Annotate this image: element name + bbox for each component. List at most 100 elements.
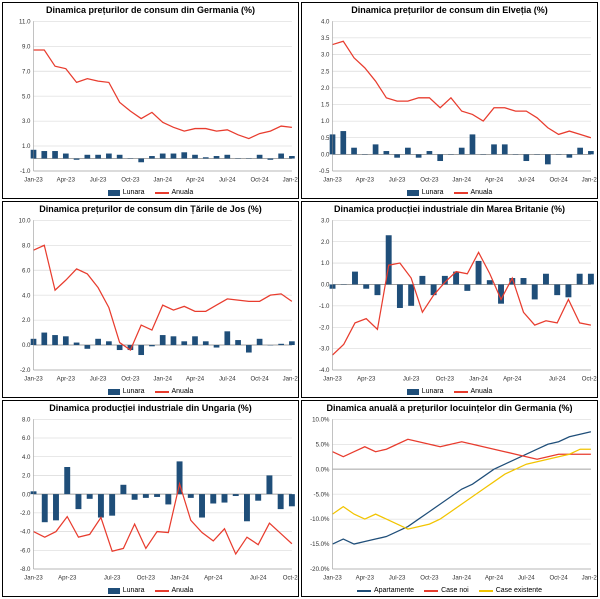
panel-switzerland-cpi: Dinamica prețurilor de consum din Elveți… xyxy=(301,2,598,199)
legend-label: Lunara xyxy=(123,388,145,395)
svg-text:Jan-23: Jan-23 xyxy=(323,574,342,581)
chart-grid: Dinamica prețurilor de consum din German… xyxy=(2,2,598,597)
svg-text:Oct-23: Oct-23 xyxy=(121,375,140,382)
svg-text:0.0: 0.0 xyxy=(22,491,31,498)
legend-item: Lunara xyxy=(108,388,145,395)
svg-text:Oct-23: Oct-23 xyxy=(121,176,140,183)
legend: ApartamenteCase noiCase existente xyxy=(302,586,597,596)
svg-text:Jan-23: Jan-23 xyxy=(24,375,43,382)
svg-text:3.0: 3.0 xyxy=(321,217,330,224)
svg-text:Oct-23: Oct-23 xyxy=(137,574,156,581)
svg-text:-2.0: -2.0 xyxy=(319,324,330,331)
svg-text:-10.0%: -10.0% xyxy=(310,516,330,523)
bar-swatch-icon xyxy=(108,588,120,594)
svg-text:Jul-23: Jul-23 xyxy=(90,375,107,382)
svg-text:7.0: 7.0 xyxy=(22,68,31,75)
legend: Lunara Anuala xyxy=(3,387,298,397)
legend-label: Anuala xyxy=(172,587,194,594)
svg-text:Oct-24: Oct-24 xyxy=(582,375,597,382)
svg-text:Apr-23: Apr-23 xyxy=(57,375,76,382)
svg-text:3.0: 3.0 xyxy=(22,118,31,125)
svg-text:Apr-23: Apr-23 xyxy=(58,574,77,581)
line-swatch-icon xyxy=(424,590,438,592)
svg-text:Jan-24: Jan-24 xyxy=(452,176,471,183)
svg-text:-6.0: -6.0 xyxy=(20,547,31,554)
legend-item: Apartamente xyxy=(357,587,414,594)
legend-item: Anuala xyxy=(155,189,194,196)
svg-text:Jul-23: Jul-23 xyxy=(90,176,107,183)
bar-swatch-icon xyxy=(108,389,120,395)
svg-text:Jan-25: Jan-25 xyxy=(582,176,597,183)
legend-item: Anuala xyxy=(454,388,493,395)
svg-text:Apr-24: Apr-24 xyxy=(186,176,205,183)
svg-text:Jan-24: Jan-24 xyxy=(452,574,471,581)
svg-text:-2.0: -2.0 xyxy=(20,367,31,374)
svg-text:-5.0%: -5.0% xyxy=(314,491,330,498)
svg-text:4.0: 4.0 xyxy=(22,292,31,299)
svg-text:Apr-23: Apr-23 xyxy=(357,375,376,382)
legend-item: Anuala xyxy=(155,388,194,395)
svg-text:Jan-24: Jan-24 xyxy=(469,375,488,382)
svg-text:Jan-24: Jan-24 xyxy=(153,176,172,183)
legend-item: Anuala xyxy=(155,587,194,594)
svg-text:0.0: 0.0 xyxy=(22,342,31,349)
svg-text:1.0: 1.0 xyxy=(22,143,31,150)
svg-text:Jan-23: Jan-23 xyxy=(323,176,342,183)
legend-item: Lunara xyxy=(108,189,145,196)
svg-text:Oct-23: Oct-23 xyxy=(420,574,439,581)
line-swatch-icon xyxy=(454,391,468,393)
panel-uk-industrial: Dinamica producției industriale din Mare… xyxy=(301,201,598,398)
svg-text:Jul-24: Jul-24 xyxy=(518,574,535,581)
svg-text:Oct-23: Oct-23 xyxy=(420,176,439,183)
svg-text:-4.0: -4.0 xyxy=(319,367,330,374)
svg-text:1.0: 1.0 xyxy=(321,118,330,125)
svg-text:10.0: 10.0 xyxy=(19,217,31,224)
panel-title: Dinamica producției industriale din Mare… xyxy=(302,202,597,216)
svg-text:Jul-23: Jul-23 xyxy=(403,375,420,382)
legend-label: Case noi xyxy=(441,587,469,594)
svg-text:Jan-25: Jan-25 xyxy=(582,574,597,581)
legend: Lunara Anuala xyxy=(3,188,298,198)
svg-text:Jul-24: Jul-24 xyxy=(250,574,267,581)
svg-text:Jul-24: Jul-24 xyxy=(518,176,535,183)
svg-text:9.0: 9.0 xyxy=(22,43,31,50)
panel-title: Dinamica anuală a prețurilor locuințelor… xyxy=(302,401,597,415)
svg-text:-1.0: -1.0 xyxy=(20,168,31,175)
svg-text:Jul-24: Jul-24 xyxy=(219,176,236,183)
legend: LunaraAnuala xyxy=(302,188,597,198)
svg-text:10.0%: 10.0% xyxy=(312,416,330,423)
svg-text:-2.0: -2.0 xyxy=(20,510,31,517)
bar-swatch-icon xyxy=(407,389,419,395)
svg-text:1.0: 1.0 xyxy=(321,260,330,267)
svg-text:-1.0: -1.0 xyxy=(319,303,330,310)
svg-text:Oct-24: Oct-24 xyxy=(250,176,269,183)
svg-text:Apr-23: Apr-23 xyxy=(57,176,76,183)
legend-item: Anuala xyxy=(454,189,493,196)
svg-text:Apr-24: Apr-24 xyxy=(204,574,223,581)
bar-swatch-icon xyxy=(407,190,419,196)
legend-label: Anuala xyxy=(172,388,194,395)
svg-text:Jul-24: Jul-24 xyxy=(219,375,236,382)
svg-text:Oct-24: Oct-24 xyxy=(250,375,269,382)
legend-label: Lunara xyxy=(422,388,444,395)
svg-text:-3.0: -3.0 xyxy=(319,346,330,353)
svg-text:Apr-24: Apr-24 xyxy=(186,375,205,382)
svg-text:-4.0: -4.0 xyxy=(20,528,31,535)
svg-text:5.0: 5.0 xyxy=(22,93,31,100)
svg-text:-15.0%: -15.0% xyxy=(310,541,330,548)
svg-text:Jan-25: Jan-25 xyxy=(283,176,298,183)
svg-text:-20.0%: -20.0% xyxy=(310,566,330,573)
svg-text:Apr-24: Apr-24 xyxy=(503,375,522,382)
panel-hungary-industrial: Dinamica producției industriale din Unga… xyxy=(2,400,299,597)
svg-text:Apr-23: Apr-23 xyxy=(356,574,375,581)
chart-area: -4.0-3.0-2.0-1.00.01.02.03.0Jan-23Apr-23… xyxy=(302,216,597,387)
legend-label: Anuala xyxy=(471,388,493,395)
svg-text:3.0: 3.0 xyxy=(321,51,330,58)
svg-text:6.0: 6.0 xyxy=(22,435,31,442)
svg-text:11.0: 11.0 xyxy=(19,18,31,25)
chart-area: -2.00.02.04.06.08.010.0Jan-23Apr-23Jul-2… xyxy=(3,216,298,387)
svg-text:Jan-23: Jan-23 xyxy=(323,375,342,382)
chart-area: -1.01.03.05.07.09.011.0Jan-23Apr-23Jul-2… xyxy=(3,17,298,188)
svg-text:1.5: 1.5 xyxy=(321,101,330,108)
svg-text:0.0%: 0.0% xyxy=(316,466,330,473)
